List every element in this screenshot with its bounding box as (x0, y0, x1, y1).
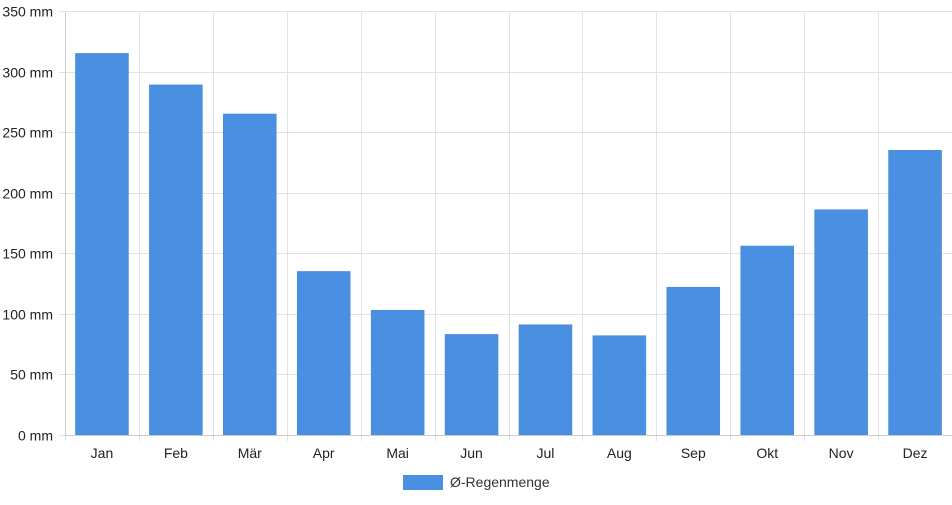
bars (75, 53, 942, 436)
y-tick-label: 200 mm (2, 186, 53, 202)
legend: Ø-Regenmenge (403, 473, 550, 491)
bar-mär (223, 113, 277, 436)
x-tick-label: Jul (537, 445, 555, 461)
bar-apr (296, 271, 351, 436)
x-tick-label: Apr (313, 445, 335, 461)
y-tick-label: 0 mm (18, 428, 53, 444)
y-tick-label: 100 mm (2, 307, 53, 323)
bar-nov (814, 209, 868, 436)
bar-mai (370, 309, 425, 436)
x-tick-label: Sep (681, 445, 706, 461)
bar-sep (666, 286, 721, 436)
bar-jul (518, 324, 573, 436)
y-tick-label: 350 mm (2, 4, 53, 20)
y-tick-label: 50 mm (10, 367, 53, 383)
x-tick-label: Mai (386, 445, 409, 461)
x-tick-label: Okt (756, 445, 778, 461)
x-axis-tick-labels: Jan Feb Mär Apr Mai Jun Jul Aug Sep Okt Nov Dez (91, 445, 928, 461)
bar-jan (75, 53, 129, 436)
bar-jun (444, 334, 499, 436)
grid-lines (59, 11, 952, 441)
x-tick-label: Jun (460, 445, 483, 461)
axes (65, 11, 952, 436)
x-tick-label: Nov (829, 445, 854, 461)
x-tick-label: Feb (164, 445, 188, 461)
y-tick-label: 300 mm (2, 65, 53, 81)
x-tick-label: Dez (903, 445, 928, 461)
x-tick-label: Aug (607, 445, 632, 461)
bar-feb (149, 84, 203, 436)
bar-okt (740, 245, 794, 436)
legend-swatch (403, 474, 443, 490)
bar-aug (592, 335, 647, 436)
bar-dez (888, 150, 942, 436)
x-tick-label: Mär (238, 445, 262, 461)
y-tick-label: 250 mm (2, 125, 53, 141)
y-tick-label: 150 mm (2, 246, 53, 262)
y-axis-tick-labels: 0 mm 50 mm 100 mm 150 mm 200 mm 250 mm 300 mm 3… (2, 4, 53, 444)
x-tick-label: Jan (91, 445, 114, 461)
legend-label: Ø-Regenmenge (450, 474, 550, 490)
